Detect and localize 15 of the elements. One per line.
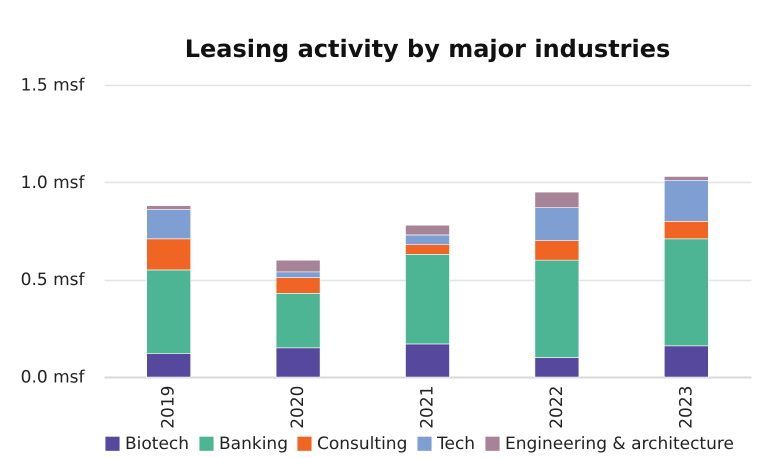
chart-title: Leasing activity by major industries	[184, 35, 670, 63]
y-tick-label: 0.0 msf	[20, 368, 86, 388]
legend-label: Engineering & architecture	[505, 434, 734, 454]
legend-label: Biotech	[125, 434, 190, 454]
x-tick-label: 2020	[288, 386, 308, 429]
x-tick-label: 2022	[546, 386, 567, 429]
y-tick-label: 1.5 msf	[20, 76, 86, 96]
legend-label: Tech	[436, 434, 476, 454]
legend-label: Banking	[219, 434, 288, 454]
y-tick-label: 1.0 msf	[20, 172, 86, 193]
x-tick-label: 2023	[676, 386, 696, 429]
x-tick-label: 2021	[418, 386, 438, 429]
legend-label: Consulting	[317, 434, 408, 454]
x-tick-label: 2019	[158, 386, 179, 429]
y-tick-label: 0.5 msf	[20, 270, 86, 290]
